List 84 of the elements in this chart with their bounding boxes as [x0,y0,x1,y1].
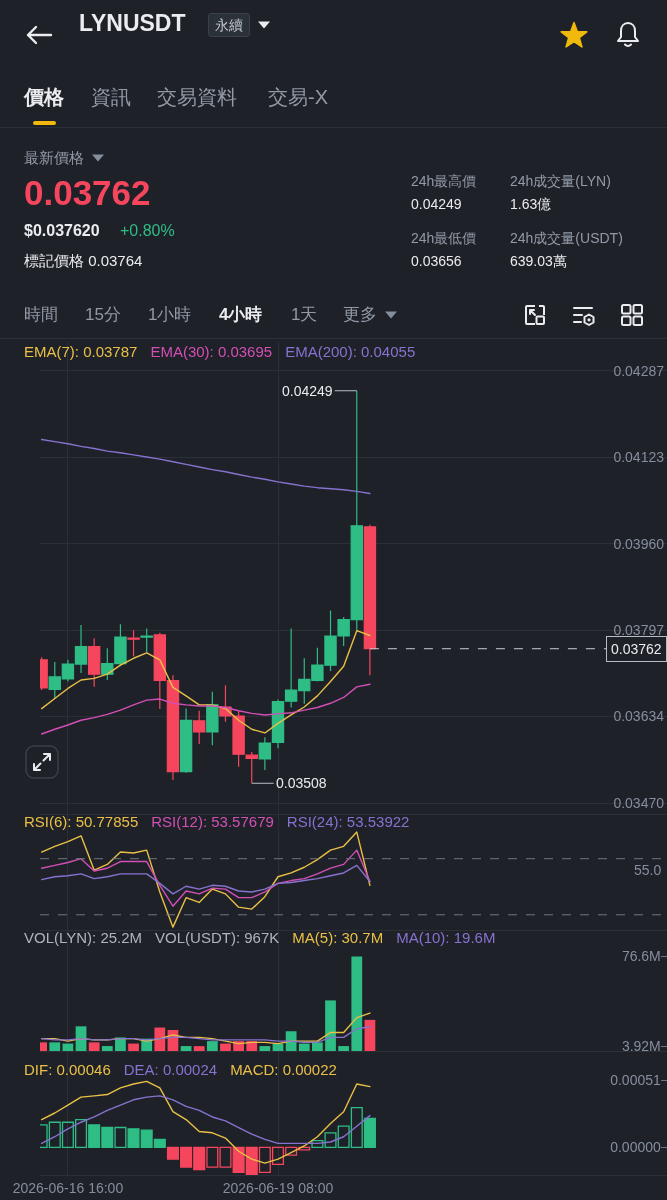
line-series [40,438,371,495]
bar [351,956,363,1051]
y-tick-label: 0.04123 [613,449,665,466]
text: 15分 [85,304,121,325]
y-tick-label: 0.03470 [613,795,665,812]
bar [312,1042,323,1051]
ref-line-label: 0.03762 [611,641,662,657]
y-tick-label: 0.03960 [613,535,665,552]
y-tick-label: 0.03634 [613,708,665,725]
bar [101,1046,113,1051]
candlestick [127,629,140,657]
text: 最新價格 [24,148,84,167]
bar [154,1027,166,1051]
candlestick [87,637,101,688]
candlestick [206,691,219,746]
line-series [40,683,371,735]
text: 1天 [291,304,318,325]
text: $0.037620 [24,221,100,241]
annotation: MACD: 0.00022 [230,1061,337,1079]
bar [128,1043,139,1051]
bar [259,1046,271,1051]
series-label: DEA: 0.00024 [123,1061,218,1079]
text: EMA(30): 0.03695 [150,343,273,361]
bar [325,1000,336,1051]
text: 0.03762 [24,172,151,214]
text: 資訊 [91,85,131,110]
text: 4小時 [219,304,263,325]
text: 交易資料 [157,85,237,110]
line-series [40,1095,371,1145]
line-series [40,1080,371,1164]
candlestick [179,707,193,774]
text: 24h成交量(USDT) [510,229,623,247]
y-tick-label: 76.6M [621,948,661,965]
text: EMA(7): 0.03787 [24,343,138,361]
text: 24h成交量(LYN) [510,172,611,190]
text: 1小時 [148,304,192,325]
text: 永續 [208,13,250,37]
text: 24h最低價 [411,229,477,247]
text: MA(5): 30.7M [292,929,384,947]
bar [220,1043,231,1051]
annotation: 55.0 [634,862,662,878]
y-tick-label: 0.00000 [610,1139,662,1156]
y-tick-label: 0.04287 [613,362,665,379]
text: 0.03656 [411,252,462,270]
text: RSI(12): 53.57679 [151,813,274,831]
bar [364,1019,376,1051]
x-tick-label: 2026-06-16 16:00 [12,1179,124,1196]
line-series [40,1026,371,1044]
text: 時間 [24,304,58,325]
text: 24h最高價 [411,172,477,190]
series-label: RSI(6): 50.77855 [24,813,139,831]
text: 0.04249 [411,195,462,213]
candlestick [363,524,377,676]
text: +0.80% [120,221,175,241]
y-tick-label: 0.03797 [613,622,665,639]
text: EMA(200): 0.04055 [285,343,416,361]
text: LYNUSDT [79,9,186,37]
x-tick-label: 2026-06-19 08:00 [222,1179,334,1196]
bar [193,1046,205,1051]
series-label: DIF: 0.00046 [24,1061,111,1079]
line-series [40,630,371,734]
text: RSI(24): 53.53922 [286,813,410,831]
text: 價格 [24,85,64,110]
y-tick-label: 0.00051 [610,1071,662,1088]
text: MA(10): 19.6M [396,929,496,947]
bar [115,1037,126,1051]
bar [298,1043,310,1051]
text: 交易-X [268,85,328,110]
candlestick [245,751,258,784]
text: 1.63億 [510,195,552,213]
candlestick [140,627,153,653]
text: 639.03萬 [510,252,567,270]
text: 更多 [343,304,377,325]
annotation: VOL(USDT): 967K [155,929,280,947]
bar [338,1046,350,1051]
bar [88,1042,100,1051]
text: 標記價格 0.03764 [24,251,143,270]
y-tick-label: 3.92M [621,1038,661,1055]
annotation: VOL(LYN): 25.2M [24,929,143,947]
bar [180,1046,192,1051]
annotation: 0.03508 [276,775,327,791]
annotation: 0.04249 [282,383,333,399]
bar [206,1041,218,1051]
candlestick [193,710,206,745]
